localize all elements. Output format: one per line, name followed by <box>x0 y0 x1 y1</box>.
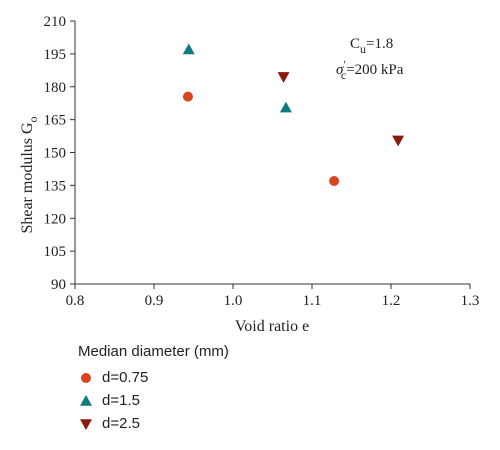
y-tick-label: 180 <box>44 80 67 96</box>
data-points <box>182 43 405 186</box>
data-point <box>392 135 405 147</box>
x-tick-label: 1.0 <box>224 293 243 309</box>
y-tick-label: 210 <box>44 14 67 30</box>
condition-annotation: Cu=1.8 σ′ c=200 kPa <box>336 36 404 82</box>
y-tick-label: 120 <box>44 211 67 227</box>
data-point <box>182 91 193 102</box>
legend-label: d=2.5 <box>102 415 140 432</box>
y-tick-label: 195 <box>44 47 67 63</box>
data-point <box>182 43 195 55</box>
legend-label: d=1.5 <box>102 392 140 409</box>
y-tick-label: 90 <box>51 277 66 293</box>
y-tick-label: 165 <box>44 113 67 129</box>
legend-marker-shape <box>80 418 92 430</box>
legend-item: d=2.5 <box>78 412 229 435</box>
legend-title: Median diameter (mm) <box>78 343 229 360</box>
x-axis-title: Void ratio e <box>235 318 309 335</box>
circle-legend-marker <box>81 372 91 383</box>
y-tick-labels: 90 105 120 135 150 165 180 195 210 <box>44 14 75 293</box>
legend-item: d=1.5 <box>78 389 229 412</box>
plot-axes <box>74 21 470 285</box>
triangle-down-legend-marker <box>80 418 92 430</box>
legend-label: d=0.75 <box>102 369 149 386</box>
x-tick-label: 0.9 <box>145 293 164 309</box>
data-point <box>277 72 290 83</box>
sigma-annotation: σ′ c=200 kPa <box>336 59 404 82</box>
y-axis-title: Shear modulus Go <box>19 116 40 233</box>
legend: Median diameter (mm) d=0.75 d=1.5 d=2.5 <box>78 343 229 435</box>
x-tick-label: 1.2 <box>382 293 401 309</box>
triangle-up-legend-marker <box>80 394 92 406</box>
x-tick-labels: 0.8 0.9 1.0 1.1 1.2 1.3 <box>66 284 480 309</box>
cu-annotation: Cu=1.8 <box>350 36 393 56</box>
y-tick-label: 105 <box>44 244 67 260</box>
y-tick-label: 150 <box>44 146 67 162</box>
data-point <box>329 175 340 186</box>
y-axis-title-main: Shear modulus G <box>19 122 36 234</box>
legend-item: d=0.75 <box>78 366 229 389</box>
legend-marker-shape <box>80 394 92 406</box>
legend-items: d=0.75 d=1.5 d=2.5 <box>78 366 229 435</box>
data-point <box>279 101 292 113</box>
y-tick-label: 135 <box>44 178 67 194</box>
y-axis-title-subscript: o <box>26 116 40 122</box>
legend-marker-shape <box>81 372 91 383</box>
x-tick-label: 1.1 <box>303 293 322 309</box>
scatter-chart: 90 105 120 135 150 165 180 195 210 0.8 0.9 1.0 1.1 1… <box>19 14 480 335</box>
x-tick-label: 0.8 <box>66 293 85 309</box>
x-tick-label: 1.3 <box>461 293 480 309</box>
